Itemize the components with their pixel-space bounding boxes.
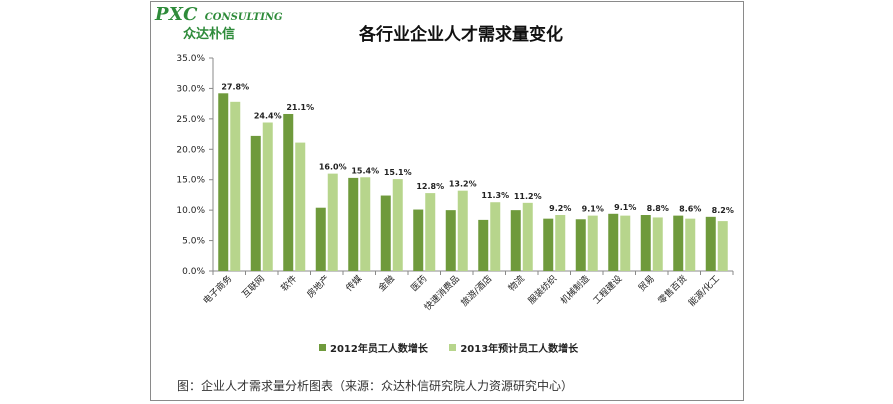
bar-2013-11 (587, 215, 598, 271)
x-category-label: 金融 (376, 273, 397, 294)
data-label-2013-10: 9.2% (549, 204, 571, 213)
data-label-2013-7: 13.2% (449, 180, 477, 189)
data-label-2013-5: 15.1% (384, 168, 412, 177)
x-category-label: 能源/化工 (686, 273, 722, 309)
bar-2012-4 (348, 177, 359, 271)
bar-2013-3 (327, 173, 338, 271)
y-tick-label: 20.0% (176, 145, 205, 155)
bar-2012-15 (705, 216, 716, 271)
bar-2012-0 (218, 93, 229, 271)
bar-2013-1 (262, 122, 273, 271)
bar-2013-12 (620, 215, 631, 271)
logo-subtitle: CONSULTING (204, 12, 283, 23)
x-category-label: 工程建设 (590, 273, 624, 307)
x-category-label: 服装纺织 (525, 273, 559, 307)
legend-label-2012: 2012年员工人数增长 (330, 344, 428, 355)
y-tick-label: 15.0% (176, 176, 205, 186)
data-label-2013-15: 8.2% (712, 206, 734, 215)
x-category-label: 传媒 (343, 273, 364, 294)
x-category-label: 电子商务 (200, 273, 234, 307)
bar-2013-9 (522, 202, 533, 271)
data-label-2013-0: 27.8% (221, 82, 249, 91)
bar-2013-13 (652, 217, 663, 271)
chart-title: 各行业企业人才需求量变化 (359, 25, 563, 45)
bar-2013-0 (230, 101, 241, 272)
bar-2013-5 (392, 179, 403, 271)
data-label-2013-9: 11.2% (514, 192, 542, 201)
bar-2013-10 (555, 215, 566, 271)
bar-2013-6 (425, 193, 436, 271)
bar-2012-11 (575, 219, 586, 271)
bar-2012-10 (543, 218, 554, 271)
bar-2012-9 (510, 210, 521, 271)
x-category-label: 零售百货 (655, 273, 689, 307)
logo-name: PXC (155, 4, 199, 25)
bar-2013-2 (295, 142, 306, 271)
x-category-label: 物流 (506, 273, 527, 294)
legend-label-2013: 2013年预计员工人数增长 (460, 344, 579, 355)
data-label-2013-12: 9.1% (614, 203, 636, 212)
bar-chart: 0.0% 5.0% 10.0% 15.0% 20.0% 25.0% 30.0% 35.0% 27… (176, 54, 734, 313)
bar-2012-1 (250, 135, 261, 271)
logo-chinese: 众达朴信 (183, 27, 236, 42)
y-tick-label: 30.0% (176, 84, 205, 94)
y-tick-label: 0.0% (182, 267, 205, 277)
data-label-2013-13: 8.8% (647, 204, 669, 213)
data-label-2013-2: 21.1% (286, 103, 314, 112)
bar-2012-14 (673, 215, 684, 271)
bar-2013-14 (685, 218, 696, 271)
y-tick-label: 25.0% (176, 115, 205, 125)
x-category-label: 软件 (278, 273, 299, 294)
company-logo: PXC CONSULTING 众达朴信 (155, 4, 305, 44)
x-category-label: 房地产 (304, 273, 332, 301)
data-label-2013-8: 11.3% (481, 191, 509, 200)
y-tick-label: 10.0% (176, 206, 205, 216)
x-category-label: 贸易 (636, 273, 657, 294)
bar-2012-3 (315, 207, 326, 271)
chart-legend: 2012年员工人数增长 2013年预计员工人数增长 (319, 340, 596, 355)
legend-swatch-2013 (449, 344, 457, 351)
chart-frame: PXC CONSULTING 众达朴信 各行业企业人才需求量变化 0.0% 5.0… (150, 1, 744, 401)
bar-2013-7 (457, 190, 468, 271)
y-tick-label: 5.0% (182, 237, 205, 247)
x-category-label: 互联网 (240, 273, 267, 300)
bar-2012-5 (380, 195, 391, 271)
data-label-2013-14: 8.6% (679, 205, 701, 214)
data-label-2013-3: 16.0% (319, 163, 347, 172)
bar-2012-12 (608, 213, 619, 271)
bar-2012-7 (445, 210, 456, 271)
bar-2012-2 (283, 113, 294, 271)
bar-2012-13 (640, 215, 651, 271)
bar-2012-8 (478, 219, 489, 271)
x-category-label: 旅游/酒店 (458, 273, 494, 309)
bar-2013-15 (717, 221, 728, 271)
chart-caption: 图：企业人才需求量分析图表（来源：众达朴信研究院人力资源研究中心） (177, 379, 574, 393)
data-label-2013-1: 24.4% (254, 112, 282, 121)
bar-2013-4 (360, 177, 371, 271)
data-label-2013-11: 9.1% (582, 205, 604, 214)
legend-swatch-2012 (319, 344, 326, 351)
x-category-label: 快速消费品 (422, 273, 462, 313)
x-category-label: 机械制造 (558, 273, 592, 307)
data-label-2013-4: 15.4% (351, 166, 379, 175)
x-category-label: 医药 (409, 273, 430, 294)
legend-item-2012: 2012年员工人数增长 (319, 340, 428, 355)
y-tick-label: 35.0% (176, 54, 205, 64)
bar-2013-8 (490, 202, 501, 271)
legend-item-2013: 2013年预计员工人数增长 (449, 340, 578, 355)
data-label-2013-6: 12.8% (416, 182, 444, 191)
bar-2012-6 (413, 209, 424, 271)
